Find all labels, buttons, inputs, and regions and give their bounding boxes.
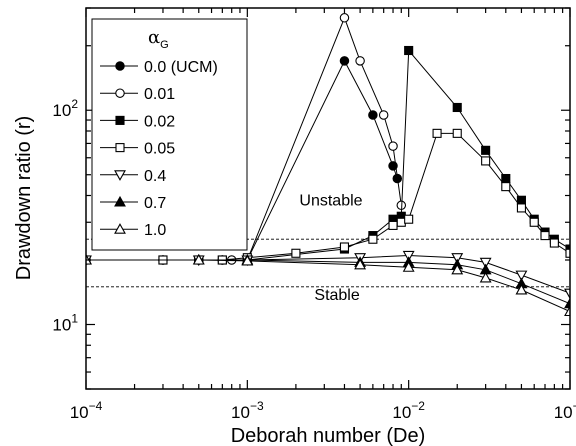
legend-marker <box>114 195 126 207</box>
data-point <box>291 248 301 258</box>
data-point <box>549 238 559 248</box>
data-point <box>564 305 570 317</box>
y-tick-label: 101 <box>52 311 78 334</box>
legend-label: 0.4 <box>144 168 166 185</box>
data-point <box>479 271 492 283</box>
data-point <box>516 195 526 205</box>
y-tick-label: 102 <box>52 97 78 120</box>
data-point <box>339 242 350 252</box>
legend-label: 0.01 <box>144 86 175 103</box>
data-point <box>452 102 462 113</box>
data-point <box>368 110 378 120</box>
data-point <box>515 283 528 295</box>
legend-label: 1.0 <box>144 222 166 239</box>
legend-item: 0.01 <box>100 86 175 103</box>
x-tick-label: 10−4 <box>70 399 103 422</box>
legend-item: 0.4 <box>100 168 166 185</box>
series-6 <box>86 253 570 317</box>
data-point <box>501 182 511 192</box>
data-point <box>368 234 378 244</box>
data-point <box>432 128 442 138</box>
legend-marker <box>115 61 125 71</box>
legend-label: 0.0 (UCM) <box>144 59 218 76</box>
legend-title: αG <box>148 27 169 51</box>
legend-marker <box>115 115 125 125</box>
series-layer <box>86 13 570 317</box>
data-point <box>396 217 406 227</box>
data-point <box>192 253 205 265</box>
legend-item: 0.02 <box>100 113 175 130</box>
x-tick-label: 10−3 <box>231 399 264 422</box>
region-annotations: Unstable Stable <box>299 192 362 304</box>
data-point <box>516 203 526 213</box>
data-point <box>481 145 491 155</box>
data-point <box>355 56 365 66</box>
data-point <box>402 261 415 272</box>
data-point <box>479 257 492 269</box>
legend-marker <box>114 223 126 234</box>
y-axis-title: Drawdown ratio (r) <box>13 116 35 280</box>
legend-label: 0.05 <box>144 141 175 158</box>
legend-item: 0.7 <box>100 195 166 212</box>
region-label: Unstable <box>299 192 362 209</box>
data-point <box>515 270 528 282</box>
axis-ticks <box>85 7 571 390</box>
legend: αG 0.0 (UCM) 0.01 0.02 0.05 0.4 0.7 1.0 <box>91 18 248 251</box>
legend-box <box>91 18 248 251</box>
data-point <box>565 248 570 258</box>
data-point <box>402 250 415 262</box>
legend-item: 0.05 <box>100 141 175 158</box>
data-point <box>451 263 464 275</box>
data-point <box>529 217 539 227</box>
tick-labels: 10−4 10−3 10−2 10−1 101 102 <box>52 97 576 422</box>
legend-label: 0.7 <box>144 195 166 212</box>
data-point <box>540 231 550 241</box>
x-axis-title: Deborah number (De) <box>231 425 426 446</box>
data-point <box>339 13 350 23</box>
region-label: Stable <box>314 287 359 304</box>
data-point <box>501 173 511 184</box>
data-point <box>564 297 570 309</box>
legend-marker <box>115 88 125 98</box>
legend-item: 0.0 (UCM) <box>100 59 218 76</box>
x-tick-label: 10−1 <box>554 399 576 422</box>
data-point <box>388 220 398 230</box>
legend-item: 1.0 <box>100 222 166 239</box>
data-point <box>339 56 350 66</box>
plot-frame <box>85 7 571 390</box>
data-point <box>452 128 462 138</box>
data-point <box>388 141 398 151</box>
data-point <box>404 214 414 224</box>
data-point <box>404 45 414 56</box>
data-point <box>481 156 491 166</box>
data-point <box>354 258 367 270</box>
legend-marker <box>115 143 125 153</box>
x-tick-label: 10−2 <box>392 399 425 422</box>
legend-marker <box>114 170 126 181</box>
data-point <box>241 254 254 266</box>
data-point <box>564 288 570 300</box>
data-point <box>451 253 464 264</box>
data-point <box>378 110 389 120</box>
legend-label: 0.02 <box>144 113 175 130</box>
